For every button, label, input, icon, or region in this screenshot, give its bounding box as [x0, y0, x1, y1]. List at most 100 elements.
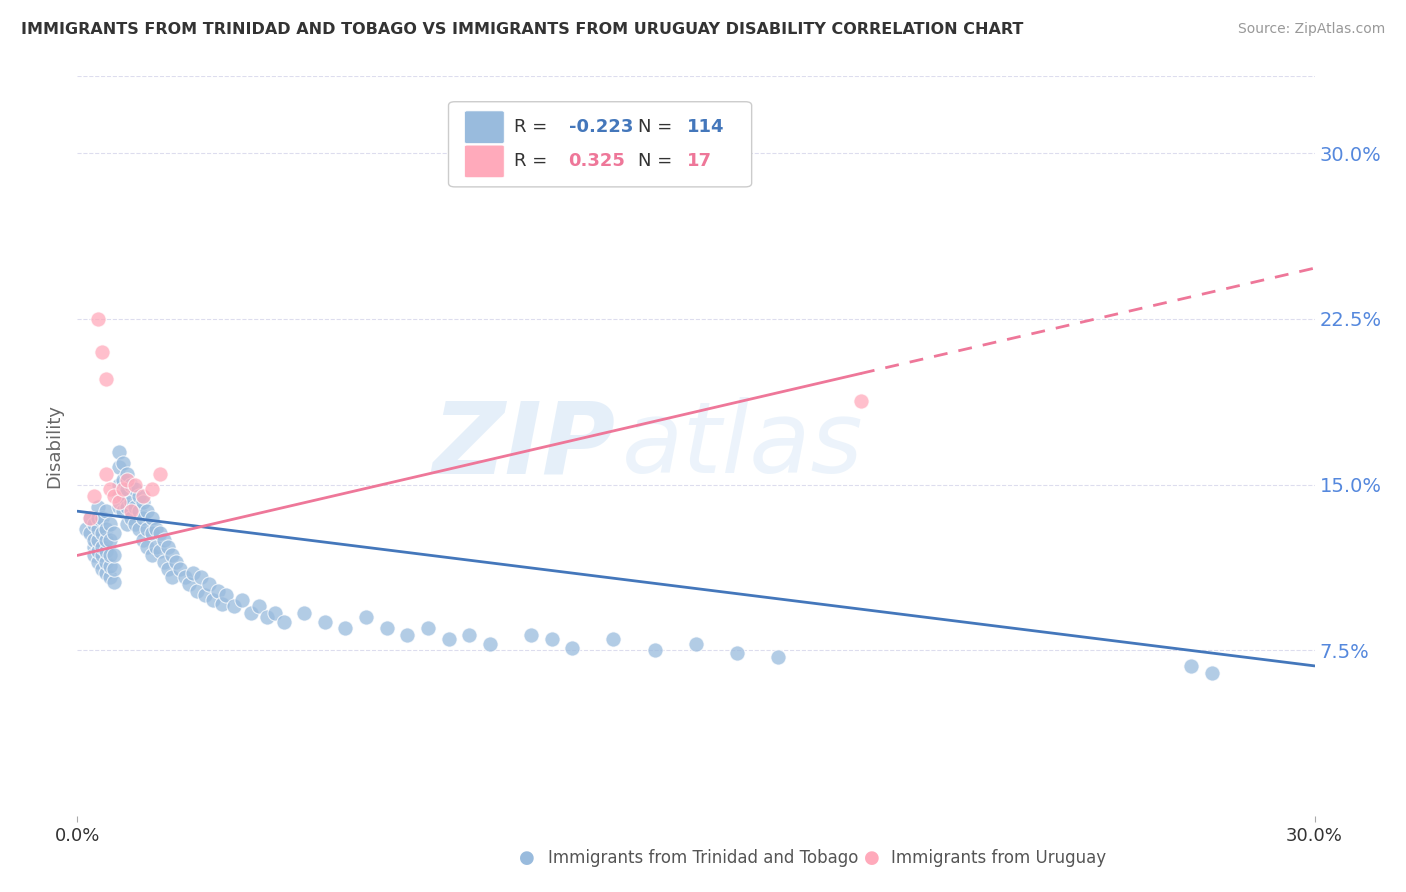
Point [91, 540, 114, 554]
Text: ●: ● [863, 849, 880, 867]
Point [124, 477, 146, 491]
Point [98, 549, 121, 563]
Point [107, 460, 129, 475]
Point [149, 544, 172, 558]
Point [79, 511, 101, 525]
Point [207, 583, 229, 598]
Point [128, 489, 150, 503]
Point [725, 646, 748, 660]
Point [849, 393, 872, 408]
Point [145, 522, 167, 536]
Point [87, 500, 110, 514]
Point [160, 549, 183, 563]
Point [79, 511, 101, 525]
Point [107, 489, 129, 503]
Point [396, 628, 419, 642]
Point [98, 533, 121, 547]
Point [169, 562, 191, 576]
Point [602, 632, 624, 647]
Point [141, 549, 163, 563]
Text: 0.325: 0.325 [568, 153, 626, 170]
Point [115, 500, 138, 514]
Point [211, 597, 233, 611]
Point [165, 555, 187, 569]
Point [132, 495, 155, 509]
Point [103, 489, 125, 503]
Text: N =: N = [638, 119, 678, 136]
Point [153, 533, 176, 547]
Point [239, 606, 262, 620]
Point [194, 588, 217, 602]
Point [458, 628, 481, 642]
Point [132, 489, 155, 503]
Point [292, 606, 315, 620]
Point [96, 555, 118, 569]
Point [91, 511, 114, 525]
Text: ZIP: ZIP [433, 398, 616, 494]
Text: IMMIGRANTS FROM TRINIDAD AND TOBAGO VS IMMIGRANTS FROM URUGUAY DISABILITY CORREL: IMMIGRANTS FROM TRINIDAD AND TOBAGO VS I… [21, 22, 1024, 37]
Point [478, 637, 501, 651]
Point [416, 621, 439, 635]
Point [87, 312, 110, 326]
Point [107, 477, 129, 491]
Point [141, 511, 163, 525]
Point [149, 467, 172, 481]
Point [98, 570, 121, 584]
Point [145, 540, 167, 554]
Point [561, 641, 583, 656]
Point [124, 482, 146, 496]
Point [111, 473, 134, 487]
Point [198, 577, 221, 591]
Point [87, 522, 110, 536]
Point [87, 544, 110, 558]
Point [375, 621, 398, 635]
Point [136, 522, 159, 536]
Text: R =: R = [515, 153, 558, 170]
Point [202, 592, 225, 607]
Point [181, 566, 204, 580]
Point [107, 444, 129, 458]
Point [98, 559, 121, 574]
Point [83, 489, 105, 503]
Point [115, 482, 138, 496]
Point [644, 643, 666, 657]
Point [768, 650, 790, 665]
Text: -0.223: -0.223 [568, 119, 633, 136]
Point [115, 473, 138, 487]
Point [103, 526, 125, 541]
Text: Immigrants from Trinidad and Tobago: Immigrants from Trinidad and Tobago [548, 849, 859, 867]
Point [98, 517, 121, 532]
Point [256, 610, 278, 624]
Point [157, 540, 180, 554]
Point [273, 615, 295, 629]
Point [96, 533, 118, 547]
Point [247, 599, 270, 614]
Point [120, 511, 142, 525]
Point [132, 511, 155, 525]
Text: Immigrants from Uruguay: Immigrants from Uruguay [891, 849, 1107, 867]
Point [79, 526, 101, 541]
Point [264, 606, 287, 620]
Point [141, 526, 163, 541]
Point [190, 570, 212, 584]
Point [222, 599, 245, 614]
Point [83, 517, 105, 532]
Point [111, 456, 134, 470]
Point [75, 522, 97, 536]
Point [91, 562, 114, 576]
Point [132, 533, 155, 547]
Text: 114: 114 [688, 119, 725, 136]
Point [103, 549, 125, 563]
Point [87, 511, 110, 525]
Point [520, 628, 543, 642]
Point [128, 522, 150, 536]
Point [153, 555, 176, 569]
FancyBboxPatch shape [449, 102, 752, 187]
Point [354, 610, 377, 624]
Point [120, 477, 142, 491]
Point [437, 632, 460, 647]
Text: N =: N = [638, 153, 678, 170]
Point [335, 621, 357, 635]
Point [107, 500, 129, 514]
Point [160, 570, 183, 584]
